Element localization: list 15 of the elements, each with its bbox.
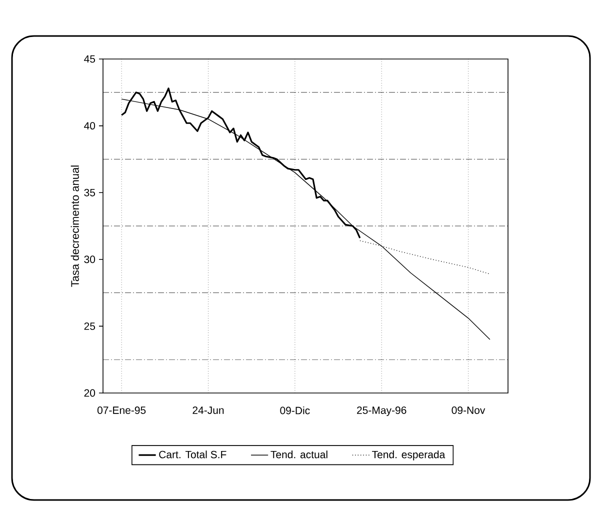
x-tick-label: 09-Dic xyxy=(280,406,310,414)
y-tick-label: 25 xyxy=(84,322,96,330)
y-tick-label: 45 xyxy=(84,55,96,63)
legend-label: Tend. esperada xyxy=(372,450,446,460)
x-tick-label: 25-May-96 xyxy=(357,406,406,416)
legend-label: Cart. Total S.F xyxy=(159,450,226,458)
y-tick-label: 30 xyxy=(84,256,96,264)
legend-label: Tend. actual xyxy=(270,450,328,458)
y-tick-label: 20 xyxy=(84,389,96,397)
x-tick-label: 07-Ene-95 xyxy=(97,406,146,414)
y-tick-label: 40 xyxy=(84,122,96,130)
y-axis-title: Tasa decrecimento anual xyxy=(70,166,79,287)
x-tick-label: 24-Jun xyxy=(192,406,224,414)
x-tick-label: 09-Nov xyxy=(452,406,486,414)
y-tick-label: 35 xyxy=(84,188,96,196)
